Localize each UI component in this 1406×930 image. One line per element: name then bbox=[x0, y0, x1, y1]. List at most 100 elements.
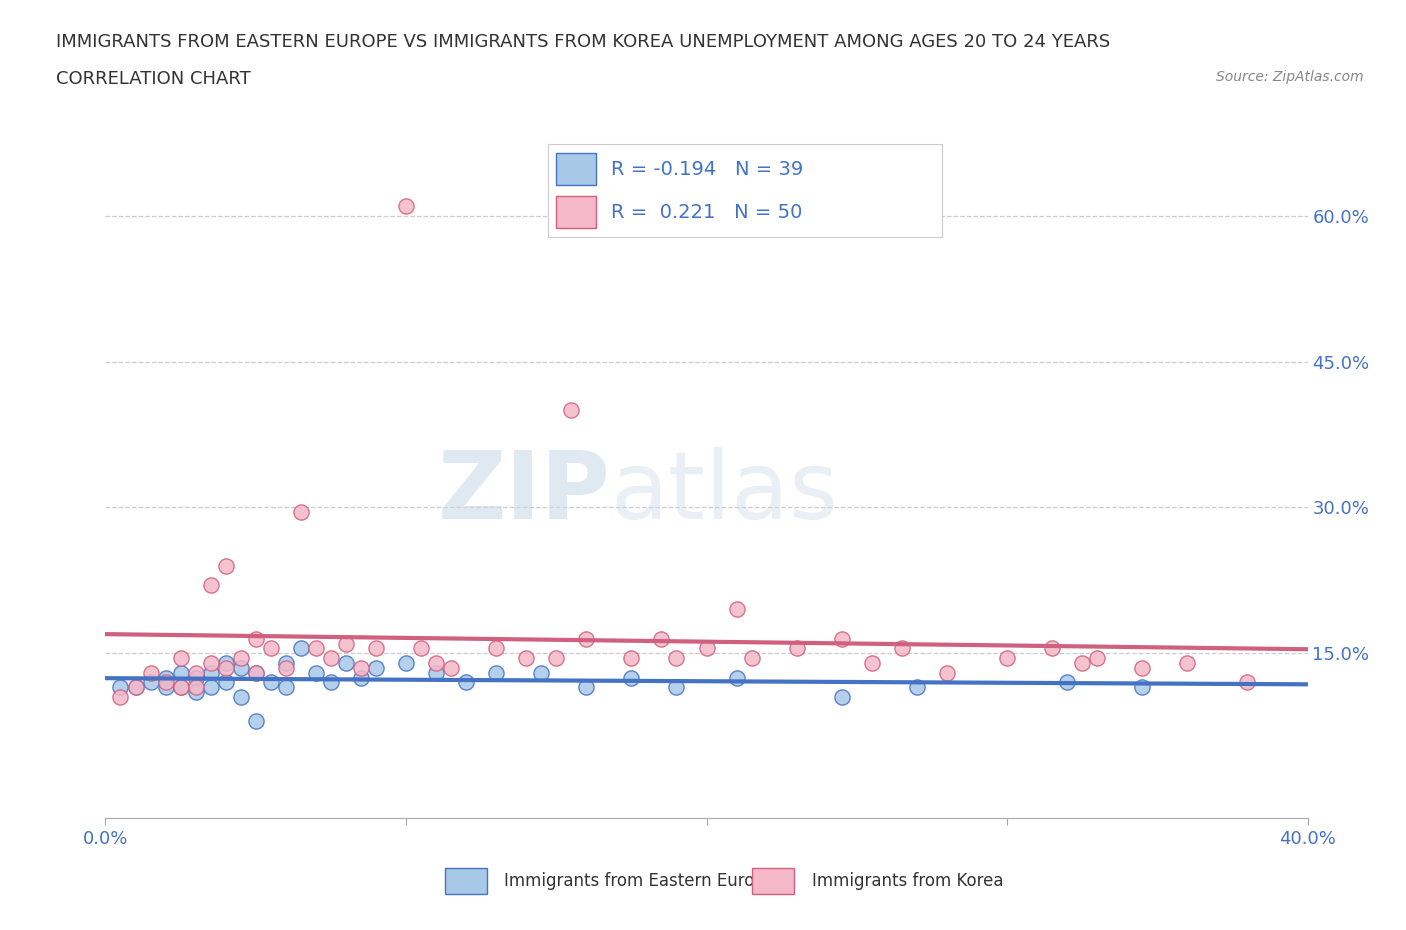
Point bbox=[155, 671, 177, 685]
Point bbox=[560, 403, 582, 418]
Point bbox=[665, 651, 688, 666]
FancyBboxPatch shape bbox=[557, 153, 596, 185]
Point bbox=[335, 656, 357, 671]
Point bbox=[1056, 675, 1078, 690]
Point bbox=[290, 505, 312, 520]
Point bbox=[409, 641, 432, 656]
Point bbox=[350, 660, 373, 675]
Point bbox=[575, 631, 598, 646]
Point bbox=[229, 651, 252, 666]
Text: Immigrants from Eastern Europe: Immigrants from Eastern Europe bbox=[505, 872, 776, 890]
Point bbox=[395, 656, 418, 671]
Point bbox=[831, 689, 853, 704]
FancyBboxPatch shape bbox=[752, 869, 794, 894]
Point bbox=[725, 671, 748, 685]
Point bbox=[620, 671, 643, 685]
Point bbox=[620, 651, 643, 666]
Point bbox=[245, 665, 267, 680]
Point bbox=[200, 665, 222, 680]
Text: R = -0.194   N = 39: R = -0.194 N = 39 bbox=[612, 160, 804, 179]
Text: CORRELATION CHART: CORRELATION CHART bbox=[56, 70, 252, 87]
Point bbox=[305, 641, 328, 656]
Point bbox=[395, 199, 418, 214]
Point bbox=[184, 684, 207, 699]
Point bbox=[200, 656, 222, 671]
Point bbox=[995, 651, 1018, 666]
Point bbox=[305, 665, 328, 680]
Point bbox=[350, 671, 373, 685]
Point bbox=[741, 651, 763, 666]
Point bbox=[650, 631, 672, 646]
Point bbox=[110, 689, 132, 704]
Text: ZIP: ZIP bbox=[437, 447, 610, 538]
Text: atlas: atlas bbox=[610, 447, 838, 538]
Point bbox=[169, 680, 191, 695]
Point bbox=[124, 680, 146, 695]
Point bbox=[1040, 641, 1063, 656]
Point bbox=[485, 665, 508, 680]
Point bbox=[860, 656, 883, 671]
Point bbox=[905, 680, 928, 695]
Point bbox=[260, 675, 283, 690]
Point bbox=[665, 680, 688, 695]
Point bbox=[245, 714, 267, 729]
Point bbox=[274, 680, 297, 695]
Point bbox=[936, 665, 959, 680]
Point bbox=[1236, 675, 1258, 690]
Text: Source: ZipAtlas.com: Source: ZipAtlas.com bbox=[1216, 70, 1364, 84]
Point bbox=[831, 631, 853, 646]
Point bbox=[575, 680, 598, 695]
Point bbox=[155, 680, 177, 695]
Point bbox=[1130, 660, 1153, 675]
Point bbox=[155, 675, 177, 690]
Point bbox=[245, 631, 267, 646]
Point bbox=[274, 660, 297, 675]
Point bbox=[1175, 656, 1198, 671]
Point bbox=[1085, 651, 1108, 666]
Text: IMMIGRANTS FROM EASTERN EUROPE VS IMMIGRANTS FROM KOREA UNEMPLOYMENT AMONG AGES : IMMIGRANTS FROM EASTERN EUROPE VS IMMIGR… bbox=[56, 33, 1111, 50]
Point bbox=[214, 558, 236, 573]
Point bbox=[169, 680, 191, 695]
Point bbox=[290, 641, 312, 656]
Text: R =  0.221   N = 50: R = 0.221 N = 50 bbox=[612, 203, 803, 221]
Point bbox=[364, 660, 387, 675]
Point bbox=[786, 641, 808, 656]
FancyBboxPatch shape bbox=[557, 196, 596, 228]
Point bbox=[696, 641, 718, 656]
Point bbox=[214, 660, 236, 675]
Point bbox=[425, 665, 447, 680]
Text: Immigrants from Korea: Immigrants from Korea bbox=[811, 872, 1002, 890]
Point bbox=[200, 578, 222, 592]
Point bbox=[440, 660, 463, 675]
Point bbox=[184, 665, 207, 680]
Point bbox=[139, 675, 162, 690]
Point bbox=[124, 680, 146, 695]
Point bbox=[245, 665, 267, 680]
Point bbox=[319, 675, 342, 690]
Point bbox=[200, 680, 222, 695]
Point bbox=[1071, 656, 1094, 671]
Point bbox=[139, 665, 162, 680]
Point bbox=[335, 636, 357, 651]
Point bbox=[184, 680, 207, 695]
Point bbox=[169, 651, 191, 666]
Point bbox=[184, 671, 207, 685]
Point bbox=[260, 641, 283, 656]
Point bbox=[454, 675, 477, 690]
Point bbox=[890, 641, 912, 656]
Point bbox=[229, 689, 252, 704]
Point bbox=[515, 651, 537, 666]
Point bbox=[229, 660, 252, 675]
FancyBboxPatch shape bbox=[446, 869, 486, 894]
Point bbox=[485, 641, 508, 656]
Point bbox=[274, 656, 297, 671]
Point bbox=[725, 602, 748, 617]
Point bbox=[364, 641, 387, 656]
Point bbox=[1130, 680, 1153, 695]
Point bbox=[110, 680, 132, 695]
Point bbox=[214, 656, 236, 671]
Point bbox=[169, 665, 191, 680]
Point bbox=[319, 651, 342, 666]
Point bbox=[530, 665, 553, 680]
Point bbox=[214, 675, 236, 690]
